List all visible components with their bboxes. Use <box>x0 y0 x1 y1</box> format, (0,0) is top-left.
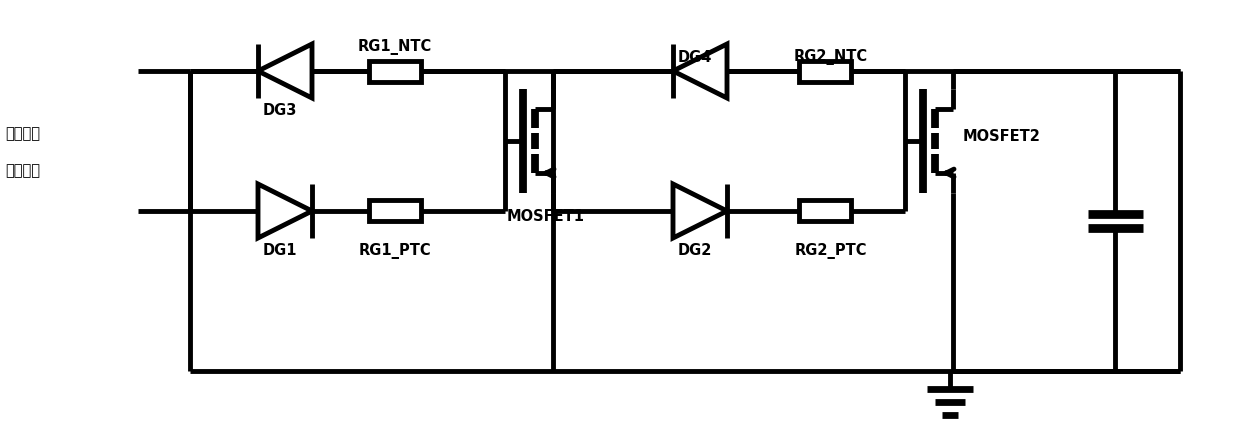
Text: DG3: DG3 <box>263 103 298 118</box>
Bar <box>799 60 851 81</box>
Text: RG2_PTC: RG2_PTC <box>795 243 867 259</box>
Bar <box>799 201 851 222</box>
Text: DG2: DG2 <box>678 243 712 258</box>
Text: RG1_PTC: RG1_PTC <box>358 243 432 259</box>
Polygon shape <box>673 44 727 98</box>
Text: MOSFET1: MOSFET1 <box>507 209 585 224</box>
Bar <box>370 60 422 81</box>
Text: MOSFET2: MOSFET2 <box>963 129 1040 144</box>
Text: 驱动信号: 驱动信号 <box>5 127 40 141</box>
Polygon shape <box>258 44 312 98</box>
Polygon shape <box>673 184 727 238</box>
Text: RG1_NTC: RG1_NTC <box>358 39 432 55</box>
Bar <box>370 201 422 222</box>
Text: RG2_NTC: RG2_NTC <box>794 49 868 65</box>
Text: 预留端口: 预留端口 <box>5 164 40 178</box>
Polygon shape <box>258 184 312 238</box>
Text: DG1: DG1 <box>263 243 298 258</box>
Text: DG4: DG4 <box>678 50 712 65</box>
